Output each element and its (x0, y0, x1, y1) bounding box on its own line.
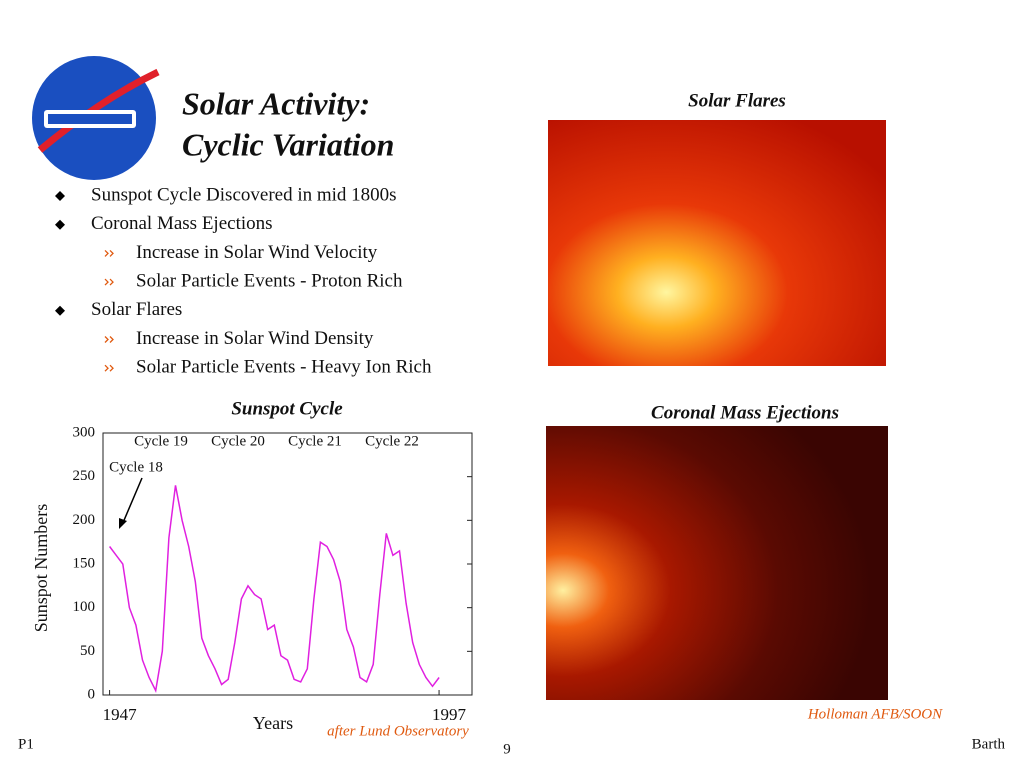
bullet-list: Sunspot Cycle Discovered in mid 1800s Cor… (55, 184, 432, 378)
cme-image (546, 426, 888, 700)
sub-bullet-text: Solar Particle Events - Proton Rich (136, 270, 403, 291)
footer-left: P1 (18, 736, 34, 752)
annotation-arrow (121, 477, 143, 526)
y-tick-label: 300 (73, 424, 96, 440)
image-caption: Solar Flares (688, 90, 786, 111)
y-tick-label: 250 (73, 468, 96, 484)
bullet-text: Coronal Mass Ejections (91, 213, 273, 234)
image-caption: Coronal Mass Ejections (651, 402, 839, 423)
sub-bullet-text: Increase in Solar Wind Density (136, 328, 374, 349)
y-tick-label: 200 (73, 512, 96, 528)
bullet-text: Solar Flares (91, 299, 182, 320)
x-tick-label: 1947 (103, 705, 138, 724)
y-axis-label: Sunspot Numbers (31, 504, 51, 633)
bullet-diamond (55, 305, 65, 316)
y-tick-label: 0 (88, 686, 96, 702)
bullet-text: Sunspot Cycle Discovered in mid 1800s (91, 184, 397, 205)
sub-bullet-text: Increase in Solar Wind Velocity (136, 242, 378, 263)
page-number: 9 (503, 741, 511, 757)
cycle-annotation: Cycle 20 (211, 433, 265, 449)
bullet-diamond (55, 219, 65, 230)
chart: 0 50 100 150 200 250 300 1947 1997 Cycle 18 Cycle … (73, 424, 472, 724)
x-axis-label: Years (253, 713, 293, 733)
sub-bullet-text: Solar Particle Events - Heavy Ion Rich (136, 357, 432, 378)
cycle-annotation: Cycle 22 (365, 433, 419, 449)
x-tick-label: 1997 (432, 705, 467, 724)
chart-source: after Lund Observatory (327, 723, 469, 739)
y-tick-label: 150 (73, 555, 96, 571)
sub-bullet (104, 249, 114, 257)
nasa-logo (32, 56, 160, 180)
bullet-diamond (55, 191, 65, 201)
cycle-annotation: Cycle 18 (109, 459, 163, 475)
y-tick-label: 50 (80, 643, 95, 659)
sub-bullet (104, 364, 114, 372)
sunspot-line (109, 485, 440, 693)
sub-bullet (104, 278, 114, 286)
sub-bullet (104, 336, 114, 343)
title-line: Cyclic Variation (182, 126, 394, 162)
y-tick-label: 100 (73, 599, 96, 615)
title-line: Solar Activity: (182, 85, 370, 121)
image-credit: Holloman AFB/SOON (807, 706, 943, 722)
arrow-head (119, 518, 127, 529)
cycle-annotation: Cycle 19 (134, 433, 188, 449)
chart-title: Sunspot Cycle (231, 398, 343, 419)
solar-flare-image (548, 120, 886, 366)
cycle-annotation: Cycle 21 (288, 433, 342, 449)
footer-right: Barth (972, 736, 1006, 752)
